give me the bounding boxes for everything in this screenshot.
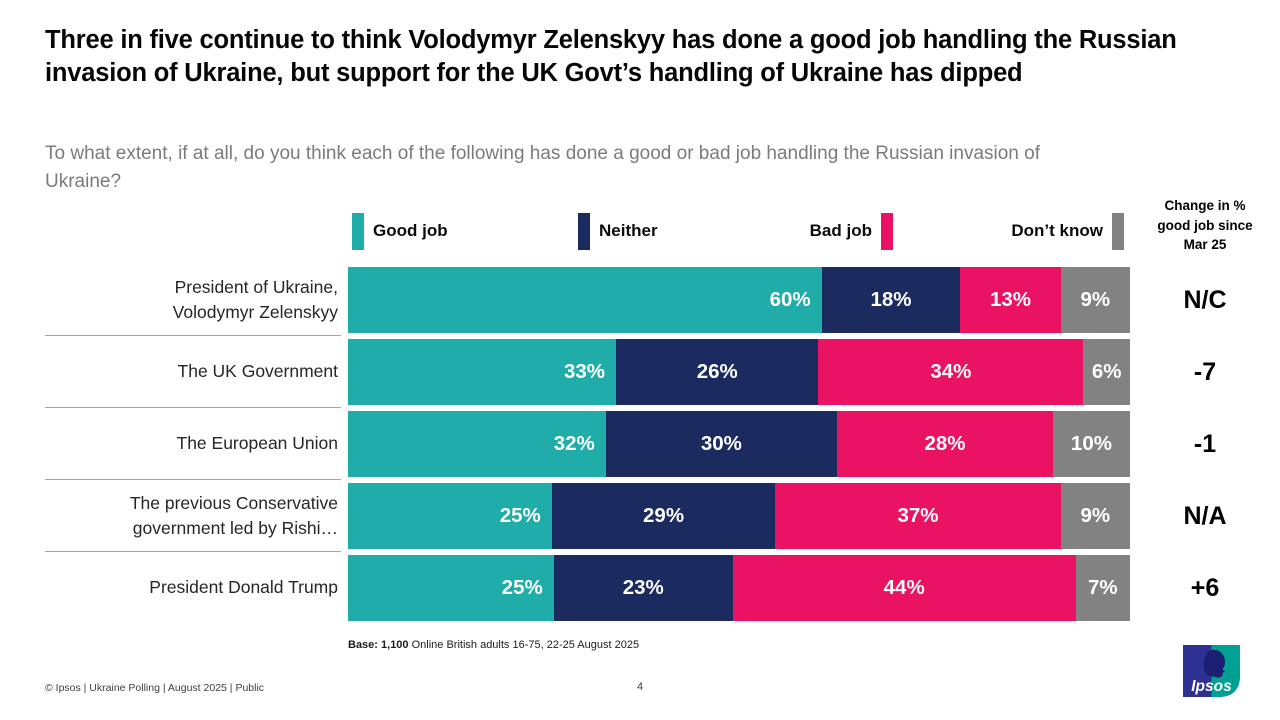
bar-segment-don-t-know: 10% [1052, 411, 1130, 477]
bar-segment-good-job: 60% [348, 267, 822, 333]
chart-legend: Good job Neither Bad job Don’t know [348, 212, 1130, 250]
stacked-bar: 25% 23% 44% 7% [348, 555, 1131, 621]
chart-row: The European Union 32% 30% 28% 10% -1 [45, 407, 1280, 477]
segment-value-label: 25% [501, 576, 543, 599]
legend-label: Neither [599, 221, 658, 240]
bar-segment-don-t-know: 7% [1075, 555, 1131, 621]
segment-value-label: 13% [989, 288, 1031, 311]
segment-value-label: 23% [622, 576, 664, 599]
change-value: -7 [1193, 357, 1217, 386]
ipsos-logo-graphic: Ipsos [1183, 645, 1240, 697]
chart-row: The UK Government 33% 26% 34% 6% -7 [45, 335, 1280, 405]
segment-value-label: 44% [883, 576, 925, 599]
bar-segment-neither: 29% [551, 483, 776, 549]
change-value: N/A [1183, 501, 1227, 530]
legend-item-dont-know: Don’t know [1011, 212, 1124, 250]
segment-value-label: 7% [1087, 576, 1118, 599]
bad-job-swatch [881, 212, 893, 250]
category-label: The previous Conservative government led… [129, 492, 338, 538]
bar-segment-bad-job: 13% [960, 267, 1061, 333]
category-label: President of Ukraine, Volodymyr Zelensky… [172, 276, 338, 322]
chart-row: The previous Conservative government led… [45, 479, 1280, 549]
ipsos-logo: Ipsos [1183, 645, 1240, 697]
bar-segment-good-job: 32% [348, 411, 606, 477]
bar-segment-bad-job: 44% [732, 555, 1076, 621]
segment-value-label: 30% [700, 432, 742, 455]
legend-item-bad-job: Bad job [810, 212, 893, 250]
legend-label: Don’t know [1011, 221, 1103, 240]
segment-value-label: 10% [1070, 432, 1112, 455]
dont-know-swatch [1112, 212, 1124, 250]
ipsos-logo-text: Ipsos [1191, 678, 1232, 695]
segment-value-label: 60% [769, 288, 811, 311]
bar-segment-neither: 30% [605, 411, 838, 477]
segment-value-label: 9% [1080, 288, 1111, 311]
stacked-bar: 32% 30% 28% 10% [348, 411, 1130, 477]
bar-segment-neither: 26% [616, 339, 819, 405]
stacked-bar: 33% 26% 34% 6% [348, 339, 1130, 405]
page-number: 4 [636, 681, 644, 693]
bar-segment-neither: 23% [553, 555, 733, 621]
segment-value-label: 6% [1091, 360, 1122, 383]
segment-value-label: 18% [870, 288, 912, 311]
base-note-rest: Online British adults 16-75, 22-25 Augus… [408, 639, 640, 651]
face-silhouette-icon [1203, 649, 1225, 678]
legend-label: Bad job [809, 221, 872, 240]
neither-swatch [578, 212, 590, 250]
category-label: The UK Government [177, 361, 338, 382]
legend-item-neither: Neither [578, 212, 658, 250]
category-label: President Donald Trump [149, 577, 338, 598]
segment-value-label: 25% [499, 504, 541, 527]
segment-value-label: 33% [563, 360, 605, 383]
segment-value-label: 9% [1080, 504, 1111, 527]
bar-segment-good-job: 25% [348, 555, 554, 621]
segment-value-label: 26% [696, 360, 738, 383]
chart-row: President Donald Trump 25% 23% 44% 7% +6 [45, 551, 1280, 621]
bar-segment-don-t-know: 9% [1060, 483, 1130, 549]
base-note: Base: 1,100 Online British adults 16-75,… [348, 639, 639, 651]
change-value: N/C [1183, 285, 1227, 314]
legend-item-good-job: Good job [352, 212, 448, 250]
bar-segment-don-t-know: 6% [1083, 339, 1130, 405]
stacked-bar: 25% 29% 37% 9% [348, 483, 1130, 549]
legend-label: Good job [373, 221, 448, 240]
chart-row: President of Ukraine, Volodymyr Zelensky… [45, 267, 1280, 333]
segment-value-label: 29% [643, 504, 685, 527]
bar-segment-don-t-know: 9% [1060, 267, 1130, 333]
base-note-bold: Base: 1,100 [348, 639, 409, 651]
segment-value-label: 32% [553, 432, 595, 455]
stacked-bar: 60% 18% 13% 9% [348, 267, 1130, 333]
category-label: The European Union [176, 433, 339, 454]
segment-value-label: 28% [924, 432, 966, 455]
question-text: To what extent, if at all, do you think … [45, 143, 1040, 192]
change-column-header: Change in % good job since Mar 25 [1157, 198, 1253, 253]
bar-segment-bad-job: 37% [775, 483, 1061, 549]
chart-rows: President of Ukraine, Volodymyr Zelensky… [45, 267, 1280, 621]
bar-segment-bad-job: 28% [837, 411, 1053, 477]
good-job-swatch [352, 212, 364, 250]
footer-copyright: © Ipsos | Ukraine Polling | August 2025 … [45, 682, 265, 694]
bar-segment-bad-job: 34% [818, 339, 1084, 405]
segment-value-label: 34% [930, 360, 972, 383]
bar-segment-good-job: 25% [348, 483, 552, 549]
change-value: -1 [1193, 429, 1217, 458]
page-title: Three in five continue to think Volodymy… [45, 26, 1177, 88]
bar-segment-good-job: 33% [348, 339, 616, 405]
segment-value-label: 37% [897, 504, 939, 527]
bar-segment-neither: 18% [821, 267, 961, 333]
change-value: +6 [1190, 573, 1220, 602]
